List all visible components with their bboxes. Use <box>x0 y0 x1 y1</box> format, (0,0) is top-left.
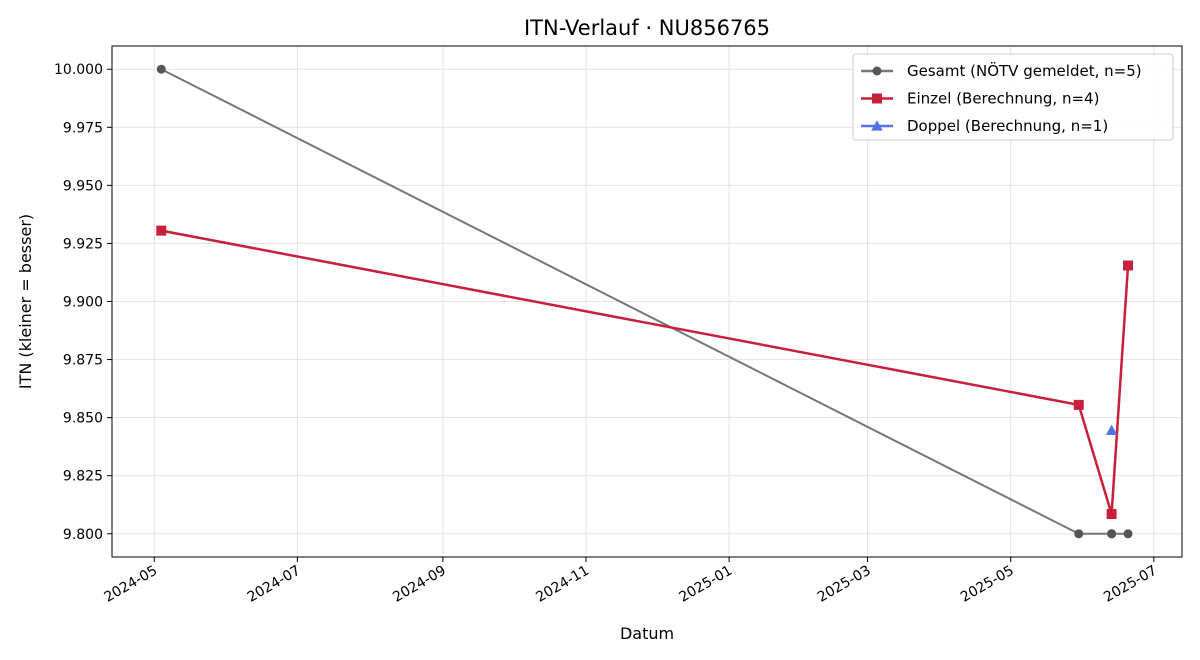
data-point <box>1073 399 1084 410</box>
y-tick-label: 9.900 <box>63 295 103 311</box>
legend-box <box>852 53 1174 141</box>
data-point <box>156 64 166 74</box>
x-tick-label: 2025-07 <box>1101 563 1160 606</box>
data-point <box>1074 529 1084 539</box>
y-tick-label: 9.800 <box>63 527 103 543</box>
series-layer <box>156 64 1134 539</box>
data-point <box>1105 424 1118 436</box>
legend-label: Doppel (Berechnung, n=1) <box>907 117 1108 135</box>
series-square <box>156 225 1134 520</box>
x-tick-label: 2025-01 <box>676 563 735 606</box>
y-tick-label: 10.000 <box>54 62 103 78</box>
x-axis-label: Datum <box>620 624 674 643</box>
series-line <box>161 229 1130 516</box>
y-axis: 9.800 9.825 9.850 9.875 9.900 9.925 9.950 9.975… <box>54 62 112 543</box>
x-tick-label: 2024-05 <box>102 563 161 606</box>
data-point <box>156 225 167 236</box>
data-point <box>1123 260 1134 271</box>
y-tick-label: 9.950 <box>63 178 103 194</box>
x-tick-label: 2025-03 <box>815 563 874 606</box>
legend-marker <box>872 93 882 104</box>
y-axis-label: ITN (kleiner = besser) <box>16 214 35 389</box>
x-tick-label: 2024-07 <box>245 563 304 606</box>
x-axis: 2024-05 2024-07 2024-09 2024-11 2025-01 2025-… <box>102 557 1160 606</box>
data-point <box>1107 529 1117 539</box>
y-tick-label: 9.875 <box>63 353 103 369</box>
data-point <box>1123 529 1133 539</box>
x-tick-label: 2025-05 <box>958 563 1017 606</box>
legend: Gesamt (NÖTV gemeldet, n=5) Einzel (Berec… <box>852 53 1174 141</box>
y-tick-label: 9.925 <box>63 236 103 252</box>
legend-label: Gesamt (NÖTV gemeldet, n=5) <box>907 61 1142 80</box>
legend-marker <box>872 66 882 76</box>
data-point <box>1106 509 1117 520</box>
legend-entry: Gesamt (NÖTV gemeldet, n=5) <box>861 61 1142 80</box>
y-tick-label: 9.975 <box>63 120 103 136</box>
x-tick-label: 2024-11 <box>533 563 592 606</box>
y-tick-label: 9.825 <box>63 469 103 485</box>
legend-entry: Doppel (Berechnung, n=1) <box>861 117 1108 135</box>
series-triangle <box>1105 424 1118 436</box>
legend-marker <box>871 120 883 131</box>
legend-label: Einzel (Berechnung, n=4) <box>907 90 1099 108</box>
series-line <box>160 68 1129 535</box>
chart-title: ITN-Verlauf · NU856765 <box>524 16 770 40</box>
legend-entry: Einzel (Berechnung, n=4) <box>861 90 1099 108</box>
y-tick-label: 9.850 <box>63 411 103 427</box>
series-circle <box>156 64 1133 539</box>
x-tick-label: 2024-09 <box>390 563 449 606</box>
